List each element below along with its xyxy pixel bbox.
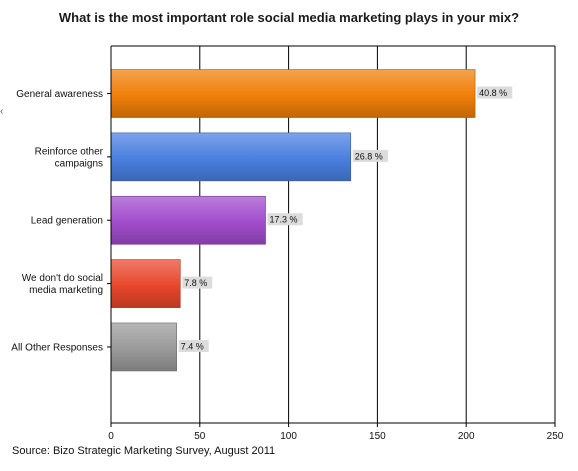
labels: 0 50 100 150 200 250 General awareness 40.8 % Re… (11, 86, 564, 442)
x-tick-label: 250 (547, 431, 564, 442)
category-label: Lead generation (31, 216, 103, 227)
data-label-box (352, 149, 388, 162)
data-label: 26.8 % (355, 151, 383, 161)
data-label-box (182, 276, 213, 289)
category-label: campaigns (55, 158, 103, 169)
category-label: We don't do social (22, 273, 103, 284)
data-label: 17.3 % (270, 215, 298, 225)
chart-title: What is the most important role social m… (58, 10, 520, 25)
bar (110, 195, 266, 245)
data-label: 7.4 % (181, 341, 204, 351)
x-tick-label: 0 (108, 431, 114, 442)
axes (107, 45, 556, 427)
data-label-box (178, 339, 209, 352)
bars (110, 69, 476, 372)
data-label: 40.8 % (479, 88, 507, 98)
category-label: All Other Responses (11, 342, 103, 353)
category-label: media marketing (29, 285, 103, 296)
x-tick-label: 50 (194, 431, 206, 442)
bar (110, 259, 181, 308)
x-tick-label: 200 (458, 431, 475, 442)
bar (110, 322, 178, 372)
category-label: Reinforce other (35, 146, 104, 157)
x-tick-label: 100 (280, 431, 297, 442)
bar (110, 69, 476, 118)
data-label-box (477, 86, 513, 99)
category-label: General awareness (16, 89, 103, 100)
data-label: 7.8 % (184, 278, 207, 288)
data-label-box (267, 213, 303, 226)
axis-mark: ‹ (0, 106, 4, 117)
bar (110, 132, 352, 182)
x-tick-label: 150 (369, 431, 386, 442)
chart-source: Source: Bizo Strategic Marketing Survey,… (12, 445, 276, 457)
